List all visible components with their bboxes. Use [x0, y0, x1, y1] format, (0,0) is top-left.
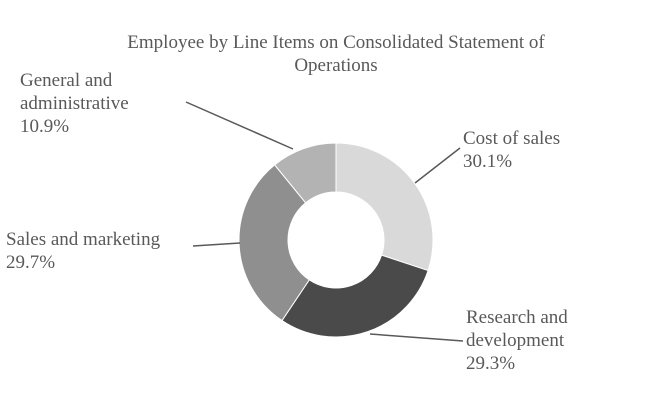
leader-line-3 — [185, 101, 294, 150]
chart-title-line-2: Operations — [294, 55, 377, 76]
data-label-category: development — [466, 330, 565, 351]
data-label-category: Research and — [466, 307, 568, 328]
leader-line-0 — [414, 147, 461, 184]
data-label-category: administrative — [20, 93, 129, 114]
chart-title-line-1: Employee by Line Items on Consolidated S… — [127, 32, 545, 53]
data-label-value: 29.7% — [6, 252, 55, 273]
data-label-value: 29.3% — [466, 353, 515, 374]
data-label-value: 10.9% — [20, 116, 69, 137]
donut-slice-3 — [273, 142, 337, 204]
data-label-value: 30.1% — [463, 151, 512, 172]
donut-slice-1 — [281, 254, 429, 338]
leader-line-1 — [369, 333, 464, 342]
leader-line-2 — [192, 242, 241, 247]
donut-slice-0 — [335, 142, 434, 272]
data-label-category: Sales and marketing — [6, 229, 161, 250]
donut-slice-2 — [238, 164, 310, 322]
data-label-category: Cost of sales — [463, 128, 560, 149]
data-label-category: General and — [20, 70, 113, 91]
